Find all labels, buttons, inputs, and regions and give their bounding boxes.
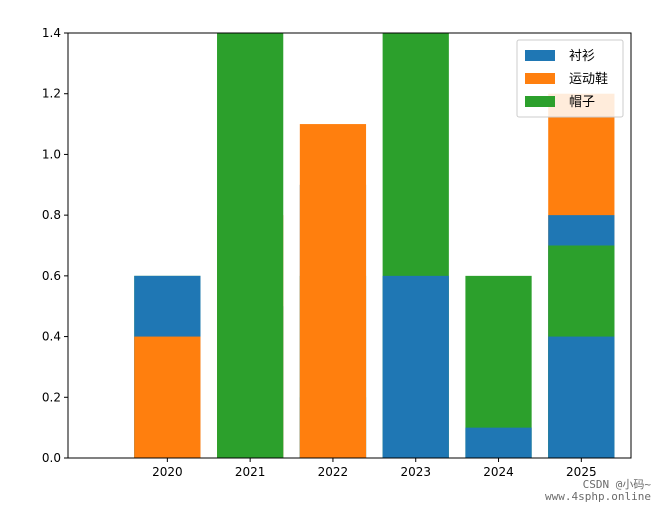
bar-2020-segment-2: [134, 336, 201, 458]
y-tick-label-5: 1.0: [42, 147, 61, 161]
watermark: CSDN @小码~ www.4sphp.online: [545, 479, 651, 503]
y-tick-label-6: 1.2: [42, 87, 61, 101]
x-tick-label-2: 2022: [318, 465, 349, 479]
y-tick-label-1: 0.2: [42, 390, 61, 404]
y-tick-label-7: 1.4: [42, 26, 61, 40]
watermark-line-2: www.4sphp.online: [545, 490, 651, 503]
y-tick-label-4: 0.8: [42, 208, 61, 222]
x-tick-label-5: 2025: [566, 465, 597, 479]
legend-label-0: 衬衫: [569, 49, 595, 64]
bar-2025-segment-3: [548, 336, 615, 458]
legend-label-2: 帽子: [569, 94, 595, 110]
legend-swatch-1: [525, 73, 555, 84]
y-tick-label-3: 0.6: [42, 269, 61, 283]
y-tick-label-0: 0.0: [42, 451, 61, 465]
bar-2023-segment-1: [382, 275, 449, 458]
plot-frame: [67, 32, 632, 459]
bar-2021-segment-2: [217, 33, 284, 458]
x-tick-label-4: 2024: [483, 465, 514, 479]
legend-label-1: 运动鞋: [569, 71, 608, 87]
bar-2022-segment-3: [299, 124, 367, 458]
bar-2024-segment-1: [465, 427, 532, 458]
x-tick-label-0: 2020: [152, 465, 183, 479]
legend-swatch-2: [525, 96, 555, 107]
y-tick-label-2: 0.4: [42, 330, 61, 344]
bars-group: [134, 33, 615, 459]
watermark-line-1: CSDN @小码~: [582, 478, 651, 491]
x-tick-label-3: 2023: [400, 465, 431, 479]
legend-swatch-0: [525, 50, 555, 61]
x-tick-label-1: 2021: [235, 465, 266, 479]
